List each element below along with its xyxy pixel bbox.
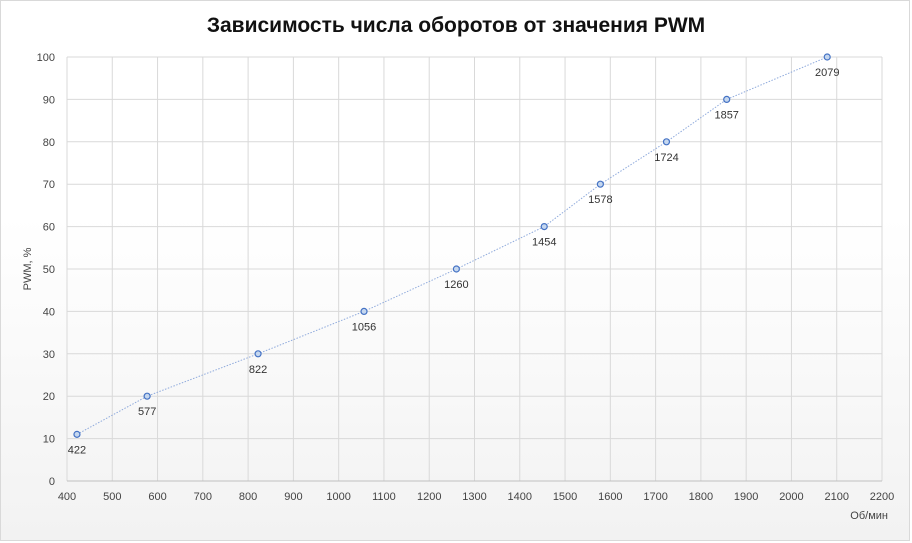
x-tick-label: 600 <box>148 491 166 503</box>
data-label: 577 <box>138 406 156 418</box>
x-tick-label: 1200 <box>417 491 441 503</box>
x-tick-label: 500 <box>103 491 121 503</box>
series-line-group <box>76 56 828 435</box>
data-point <box>662 138 671 146</box>
data-point <box>540 223 548 231</box>
data-point <box>254 350 262 358</box>
x-tick-label: 1800 <box>689 491 713 503</box>
y-tick-label: 60 <box>43 222 55 234</box>
x-tick-label: 1000 <box>326 491 350 503</box>
y-tick-label: 10 <box>43 434 55 446</box>
series-line <box>76 56 828 435</box>
data-point <box>73 430 81 438</box>
y-axis-title: PWM, % <box>22 247 34 290</box>
x-axis-title: Об/мин <box>850 510 888 522</box>
data-label: 1724 <box>654 152 678 164</box>
x-tick-label: 800 <box>239 491 257 503</box>
data-point <box>723 95 731 104</box>
y-tick-label: 90 <box>43 94 55 106</box>
x-tick-label: 1900 <box>734 491 758 503</box>
x-tick-label: 900 <box>284 491 302 503</box>
x-tick-label: 1600 <box>598 491 622 503</box>
x-tick-label: 1400 <box>508 491 532 503</box>
data-point <box>823 53 831 61</box>
x-tick-label: 1100 <box>372 491 396 503</box>
data-label: 1454 <box>532 237 556 249</box>
data-label: 1857 <box>714 109 738 121</box>
x-tick-label: 1700 <box>643 491 667 503</box>
x-tick-label: 400 <box>58 491 76 503</box>
data-point <box>596 180 604 188</box>
x-tick-label: 2200 <box>870 491 894 503</box>
data-points <box>73 53 831 438</box>
y-tick-label: 80 <box>43 137 55 149</box>
data-label: 422 <box>68 444 86 456</box>
axes: 400 500 600 700 800 900 1000 1100 1200 1300 1400 15… <box>37 52 895 503</box>
grid-lines <box>66 56 883 482</box>
x-tick-label: 2100 <box>824 491 848 503</box>
x-tick-label: 2000 <box>779 491 803 503</box>
x-tick-label: 1300 <box>462 491 486 503</box>
x-tick-label: 1500 <box>553 491 577 503</box>
data-label: 822 <box>249 364 267 376</box>
y-tick-label: 70 <box>43 179 55 191</box>
data-label: 1260 <box>444 279 468 291</box>
chart-title: Зависимость числа оборотов от значения P… <box>206 14 706 37</box>
data-label: 2079 <box>815 67 839 79</box>
y-tick-label: 100 <box>37 52 55 64</box>
data-point <box>452 265 460 273</box>
y-tick-label: 50 <box>43 264 55 276</box>
y-tick-label: 0 <box>49 476 55 488</box>
data-point <box>143 392 151 400</box>
x-tick-label: 700 <box>194 491 212 503</box>
data-label: 1056 <box>352 321 376 333</box>
y-tick-label: 40 <box>43 306 55 318</box>
y-tick-label: 30 <box>43 349 55 361</box>
data-point <box>360 307 368 315</box>
data-labels: 422 577 822 1056 1260 1454 1578 1724 1857 2079 <box>68 67 840 456</box>
data-label: 1578 <box>588 194 612 206</box>
y-tick-label: 20 <box>43 391 55 403</box>
